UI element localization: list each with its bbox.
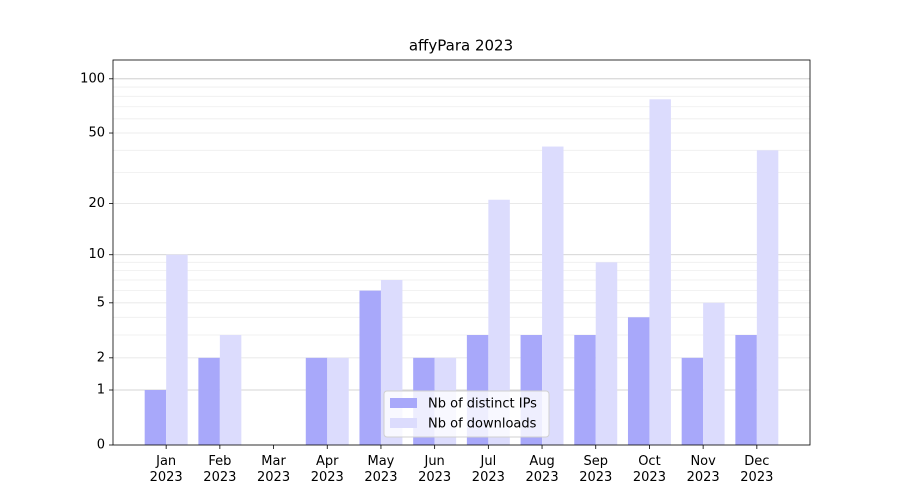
bar — [574, 335, 596, 445]
x-tick-label: Jan 2023 — [149, 454, 183, 485]
y-tick-label: 20 — [88, 196, 105, 211]
bar — [198, 357, 220, 445]
bar — [649, 99, 671, 445]
bar — [735, 335, 757, 445]
y-tick-label: 0 — [97, 438, 105, 453]
legend-label: Nb of downloads — [428, 417, 537, 432]
chart-title: affyPara 2023 — [409, 37, 513, 55]
x-tick-label: Oct 2023 — [632, 454, 666, 485]
x-tick-label: Jul 2023 — [471, 454, 505, 485]
bar — [359, 290, 381, 445]
bar — [327, 357, 349, 445]
legend-swatch — [390, 418, 417, 428]
x-tick-label: Apr 2023 — [310, 454, 344, 485]
bar — [542, 146, 564, 446]
bar — [219, 335, 242, 445]
x-tick-label: Feb 2023 — [203, 454, 237, 485]
bar — [681, 357, 704, 445]
x-tick-label: Nov 2023 — [686, 454, 720, 485]
legend-label: Nb of distinct IPs — [428, 397, 537, 412]
x-tick-label: Sep 2023 — [579, 454, 613, 485]
y-tick-label: 2 — [97, 350, 105, 365]
x-tick-label: Mar 2023 — [257, 454, 291, 485]
y-tick-label: 5 — [97, 295, 105, 310]
bar — [488, 199, 510, 445]
bar — [703, 302, 725, 445]
bar — [756, 150, 779, 445]
bar — [595, 262, 618, 445]
bar — [627, 317, 650, 445]
y-tick-label: 50 — [88, 126, 105, 141]
x-tick-label: Dec 2023 — [740, 454, 774, 485]
bar — [305, 357, 328, 445]
legend-swatch — [390, 398, 417, 408]
x-tick-label: Jun 2023 — [418, 454, 452, 485]
bar — [166, 254, 188, 445]
plot-frame — [112, 59, 811, 446]
bar — [144, 390, 167, 445]
y-tick-label: 10 — [88, 247, 105, 262]
y-tick-label: 100 — [80, 71, 105, 86]
legend-box — [383, 390, 550, 438]
x-tick-label: May 2023 — [364, 454, 398, 485]
y-tick-label: 1 — [97, 383, 105, 398]
x-tick-label: Aug 2023 — [525, 454, 559, 485]
